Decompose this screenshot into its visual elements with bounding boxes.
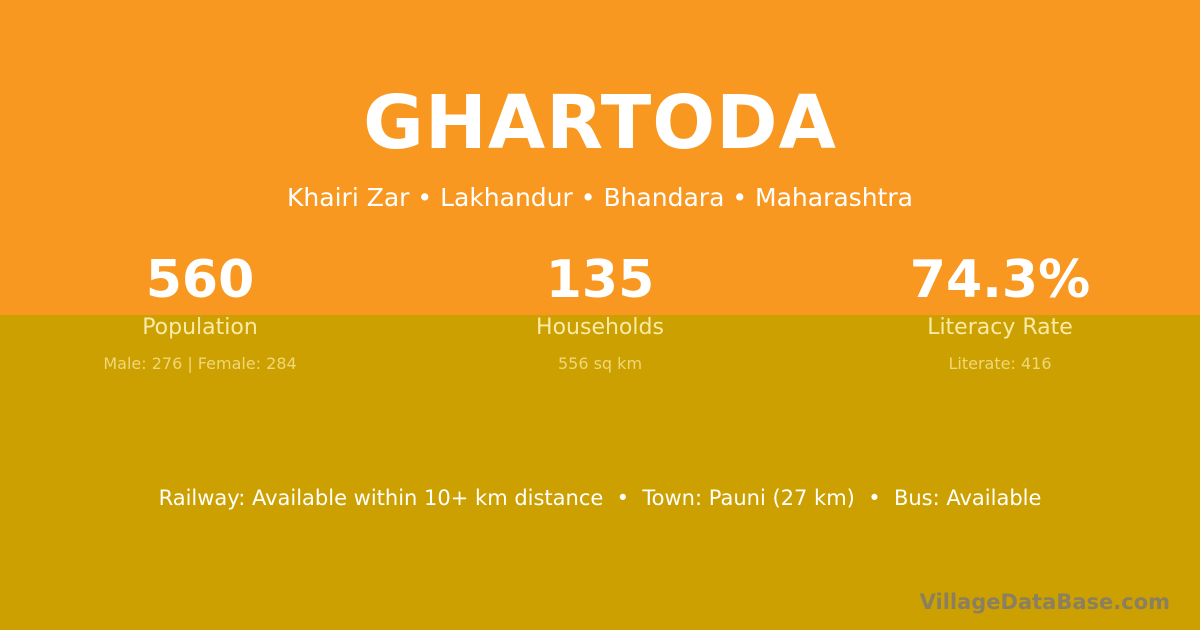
stat-detail: Male: 276 | Female: 284 (103, 354, 297, 373)
stat-detail: 556 sq km (557, 354, 643, 373)
stat-value: 560 (145, 250, 255, 310)
stat-label: Population (142, 315, 258, 340)
location-breadcrumb: Khairi Zar • Lakhandur • Bhandara • Maha… (287, 183, 913, 212)
stat-label: Literacy Rate (927, 315, 1073, 340)
village-name: GHARTODA (363, 80, 837, 166)
footer-band (0, 315, 1200, 630)
stat-value: 74.3% (909, 250, 1091, 310)
connectivity-info: Railway: Available within 10+ km distanc… (158, 486, 1042, 510)
watermark-logo: VillageDataBase.com (919, 590, 1170, 614)
stat-value: 135 (545, 250, 655, 310)
stat-label: Households (536, 315, 664, 340)
header-band (0, 0, 1200, 315)
stat-detail: Literate: 416 (948, 354, 1052, 373)
